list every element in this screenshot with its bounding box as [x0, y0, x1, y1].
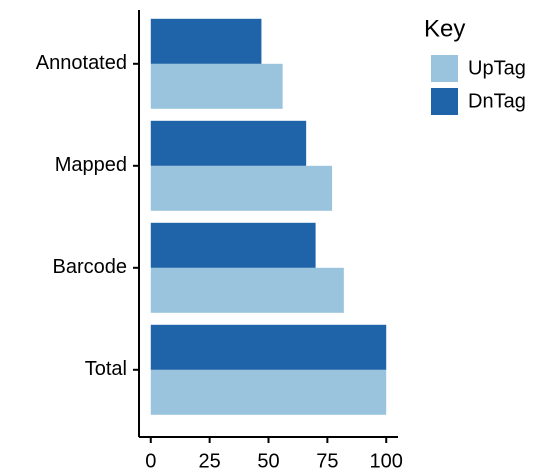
y-tick-label: Annotated [36, 52, 127, 74]
bar [150, 18, 262, 64]
y-tick-label: Total [85, 358, 127, 380]
bar [150, 63, 283, 109]
bar [150, 222, 316, 268]
x-tick-label: 25 [199, 450, 221, 472]
legend-label: UpTag [468, 57, 526, 79]
bar [150, 165, 333, 211]
x-tick-label: 50 [257, 450, 279, 472]
bar [150, 267, 344, 313]
bar [150, 120, 307, 166]
legend-swatch [431, 55, 458, 82]
legend-label: DnTag [468, 90, 526, 112]
x-tick-label: 100 [370, 450, 403, 472]
x-tick-label: 0 [145, 450, 156, 472]
legend-swatch [431, 88, 458, 115]
y-tick-label: Mapped [55, 154, 127, 176]
y-tick-label: Barcode [53, 256, 128, 278]
bar [150, 324, 387, 370]
legend-title: Key [424, 15, 465, 42]
x-tick-label: 75 [316, 450, 338, 472]
bar [150, 369, 387, 415]
